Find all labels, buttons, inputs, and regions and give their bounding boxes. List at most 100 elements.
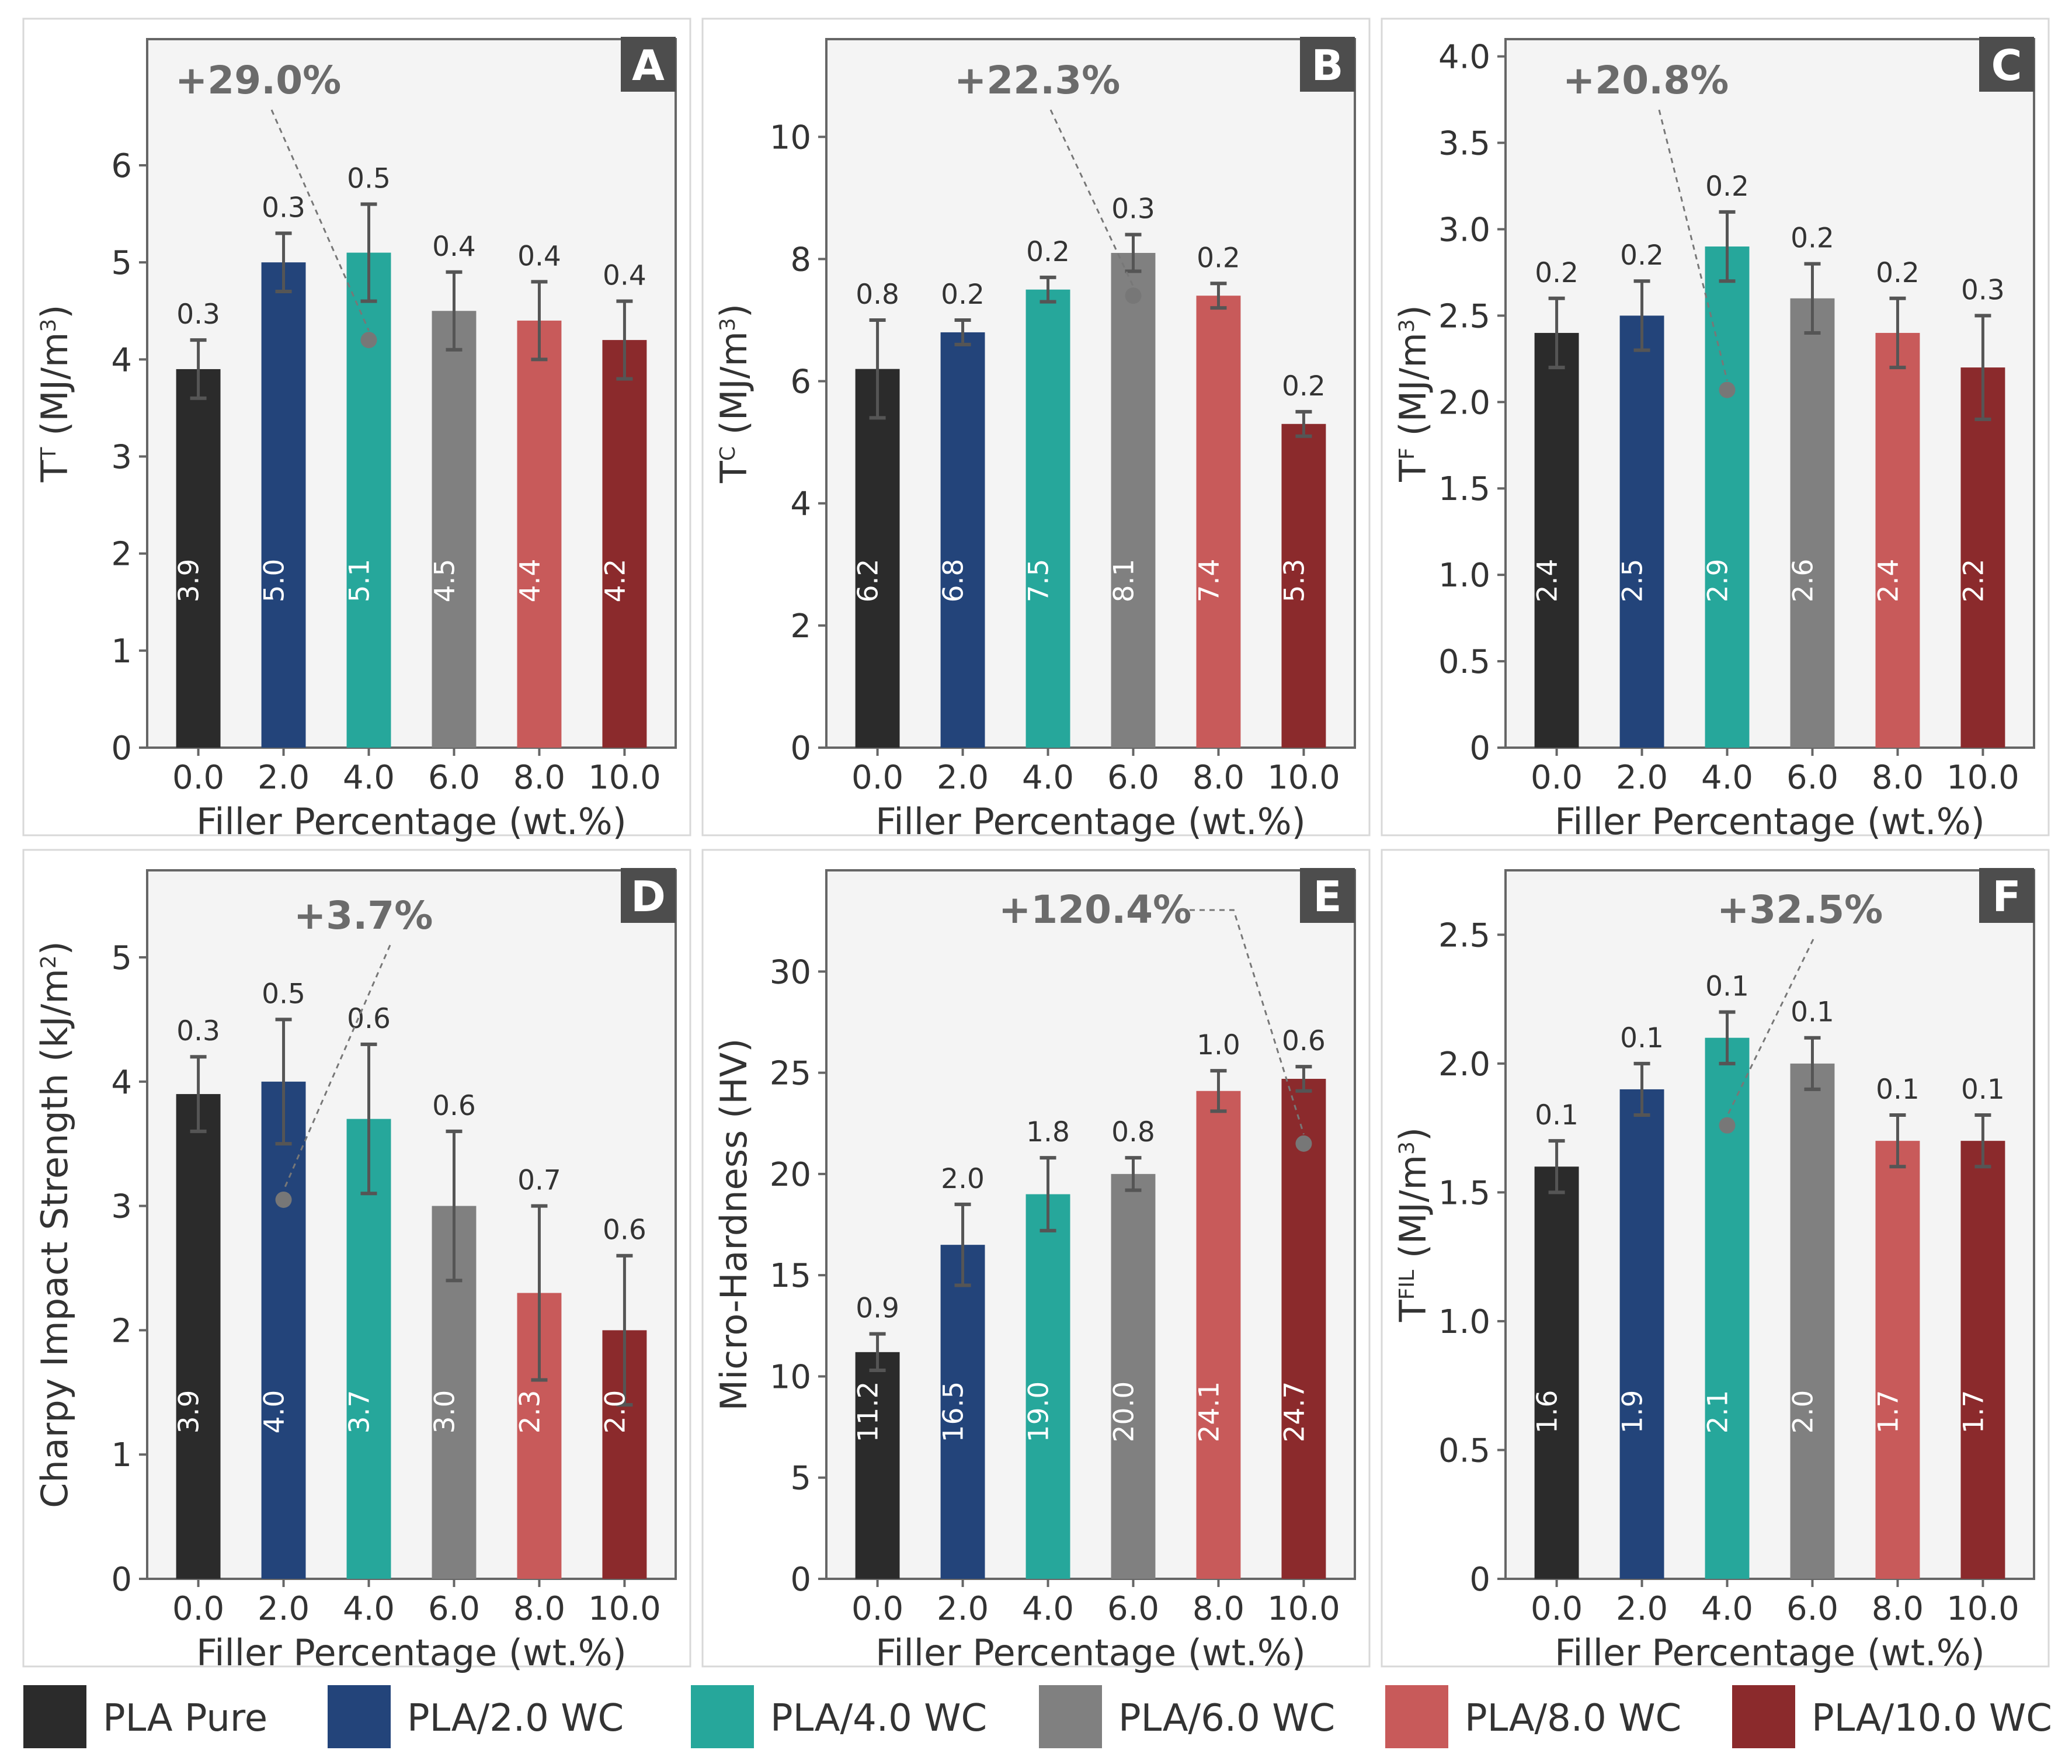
y-tick-label: 6 [790,363,811,401]
annotation-label: +22.3% [954,58,1120,103]
plot-area [825,869,1356,1580]
bar-value-label: 20.0 [1108,1381,1140,1443]
bar-value-label: 2.6 [1787,559,1819,603]
panel-badge [621,37,676,92]
legend-swatch [328,1685,391,1748]
legend: PLA Pure PLA/2.0 WC PLA/4.0 WC PLA/6.0 WC PL… [23,1685,2052,1748]
y-tick-label: 10 [770,1358,811,1396]
error-label: 0.1 [1705,971,1749,1003]
legend-label: PLA Pure [103,1697,267,1740]
y-tick-label: 4.0 [1438,39,1490,77]
panel-letter: E [1313,872,1341,921]
bar-4.0 [1025,1194,1070,1579]
x-tick-label: 6.0 [1786,759,1838,797]
plot-area [146,38,677,749]
x-tick-label: 4.0 [343,1590,395,1628]
error-label: 0.6 [603,1214,646,1246]
error-label: 0.5 [347,162,391,195]
bar-6.0 [1111,1173,1156,1579]
bar-6.0 [1111,252,1156,748]
y-tick-label: 0 [111,1561,132,1599]
panel-c: C 0 0.5 1.0 1.5 2.0 2.5 3.0 3.5 4.0 TF (MJ/m3) 0.2 2… [1381,18,2050,843]
annotation-marker [1295,1135,1312,1152]
error-label: 0.6 [1282,1025,1326,1057]
y-tick-label: 3 [111,1188,132,1226]
bar-value-label: 1.9 [1617,1390,1649,1434]
bar-value-label: 2.0 [1787,1390,1819,1434]
bar-value-label: 1.6 [1532,1390,1564,1434]
x-tick-label: 2.0 [1616,759,1668,797]
bar-value-label: 2.2 [1958,559,1990,603]
bar-8.0 [1196,296,1241,748]
legend-item: PLA/2.0 WC [328,1685,624,1748]
x-tick-label: 4.0 [343,759,395,797]
error-label: 0.2 [1876,257,1920,289]
x-tick-label: 10.0 [588,1590,661,1628]
bar-10.0 [1281,1078,1326,1579]
panel-f: F 0 0.5 1.0 1.5 2.0 2.5 TFIL (MJ/m3) 0.1 1.6 0.0 0.… [1381,849,2050,1674]
x-tick-label: 10.0 [1946,759,2019,797]
x-tick-label: 8.0 [1193,1590,1244,1628]
bar-value-label: 7.4 [1193,559,1225,603]
bar-value-label: 11.2 [853,1381,885,1443]
annotation-marker [1125,287,1142,304]
panel-letter: C [1991,41,2022,90]
error-label: 1.0 [1197,1029,1240,1061]
y-tick-label: 2.5 [1438,297,1490,335]
annotation-leader [1726,939,1814,1117]
y-tick-label: 6 [111,147,132,185]
error-label: 0.3 [176,1015,220,1047]
legend-swatch [1385,1685,1448,1748]
x-tick-label: 8.0 [513,759,565,797]
bar-10.0 [1960,1141,2005,1579]
x-tick-label: 2.0 [937,759,989,797]
y-tick-label: 3 [111,439,132,477]
bar-value-label: 2.0 [599,1390,631,1434]
legend-swatch [1732,1685,1795,1748]
error-label: 0.1 [1876,1074,1920,1106]
bar-value-label: 1.7 [1872,1390,1904,1434]
panel-letter: D [631,872,666,921]
legend-label: PLA/8.0 WC [1465,1697,1681,1740]
bar-2.0 [1619,1089,1664,1579]
y-tick-label: 5 [790,1460,811,1498]
legend-label: PLA/6.0 WC [1118,1697,1335,1740]
bar-value-label: 2.1 [1702,1390,1734,1434]
bar-value-label: 8.1 [1108,559,1140,603]
bar-0.0 [855,1352,900,1579]
y-axis-label: TF (MJ/m3) [1392,305,1434,482]
bar-0.0 [1534,1166,1579,1579]
bar-value-label: 2.9 [1702,559,1734,603]
error-label: 0.2 [1282,370,1326,402]
plot-area [825,38,1356,749]
error-label: 0.3 [1961,274,2005,306]
y-axis-label: TFIL (MJ/m3) [1392,1127,1434,1322]
legend-item: PLA Pure [23,1685,267,1748]
y-axis-label: TT (MJ/m3) [33,305,76,483]
bar-value-label: 2.4 [1532,559,1564,603]
bar-6.0 [1790,1063,1835,1579]
x-tick-label: 10.0 [1267,1590,1340,1628]
bar-8.0 [517,320,562,748]
y-tick-label: 4 [790,485,811,523]
annotation-leader [1658,109,1728,381]
x-tick-label: 6.0 [428,1590,480,1628]
error-label: 0.2 [1791,223,1834,255]
y-tick-label: 2.0 [1438,1046,1490,1084]
annotation-leader [1049,109,1134,287]
panel-b: B 0 2 4 6 8 10 TC (MJ/m3) 0.8 6.2 0.0 0.2 6.8 2.0 0.2 7… [701,18,1371,843]
annotation-marker [275,1191,292,1208]
bar-value-label: 7.5 [1023,559,1055,603]
bar-value-label: 4.2 [599,559,631,603]
x-tick-label: 2.0 [258,1590,310,1628]
panel-letter: A [632,41,665,90]
x-tick-label: 0.0 [851,1590,903,1628]
y-tick-label: 1.0 [1438,1303,1490,1341]
annotation-label: +120.4% [999,887,1191,932]
error-label: 0.3 [176,298,220,331]
annotation-leader [270,109,370,331]
x-tick-label: 0.0 [851,759,903,797]
x-tick-label: 4.0 [1701,1590,1753,1628]
legend-label: PLA/10.0 WC [1812,1697,2052,1740]
legend-label: PLA/2.0 WC [407,1697,624,1740]
